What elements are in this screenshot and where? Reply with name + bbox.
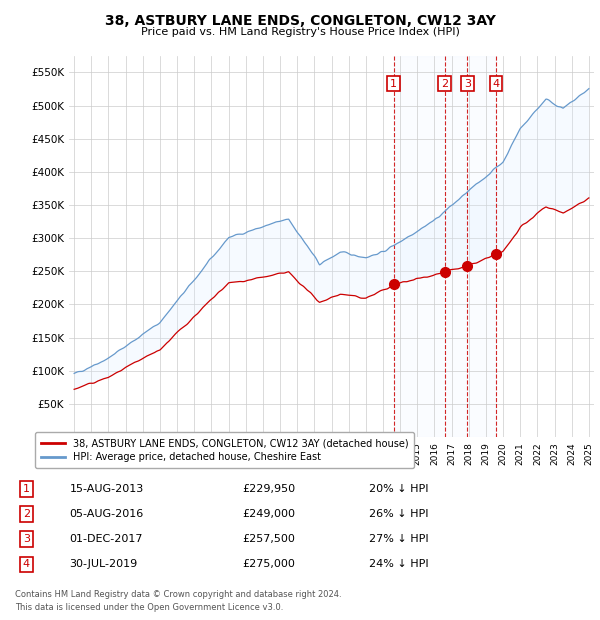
Text: 24% ↓ HPI: 24% ↓ HPI [369,559,429,569]
Text: 15-AUG-2013: 15-AUG-2013 [70,484,144,494]
Bar [394,56,496,437]
Text: 3: 3 [23,534,30,544]
Text: 26% ↓ HPI: 26% ↓ HPI [369,509,428,519]
Text: 27% ↓ HPI: 27% ↓ HPI [369,534,429,544]
Text: £249,000: £249,000 [242,509,295,519]
Text: 1: 1 [23,484,30,494]
Text: Contains HM Land Registry data © Crown copyright and database right 2024.: Contains HM Land Registry data © Crown c… [15,590,341,600]
Text: 2: 2 [441,79,448,89]
Text: 4: 4 [23,559,30,569]
Text: 05-AUG-2016: 05-AUG-2016 [70,509,144,519]
Legend: 38, ASTBURY LANE ENDS, CONGLETON, CW12 3AY (detached house), HPI: Average price,: 38, ASTBURY LANE ENDS, CONGLETON, CW12 3… [35,432,414,468]
Text: 4: 4 [493,79,499,89]
Text: Price paid vs. HM Land Registry's House Price Index (HPI): Price paid vs. HM Land Registry's House … [140,27,460,37]
Text: £229,950: £229,950 [242,484,296,494]
Text: 30-JUL-2019: 30-JUL-2019 [70,559,138,569]
Text: 2: 2 [23,509,30,519]
Text: 01-DEC-2017: 01-DEC-2017 [70,534,143,544]
Text: 38, ASTBURY LANE ENDS, CONGLETON, CW12 3AY: 38, ASTBURY LANE ENDS, CONGLETON, CW12 3… [104,14,496,28]
Text: 3: 3 [464,79,471,89]
Text: 20% ↓ HPI: 20% ↓ HPI [369,484,428,494]
Text: 1: 1 [390,79,397,89]
Text: This data is licensed under the Open Government Licence v3.0.: This data is licensed under the Open Gov… [15,603,283,612]
Text: £275,000: £275,000 [242,559,295,569]
Text: £257,500: £257,500 [242,534,295,544]
